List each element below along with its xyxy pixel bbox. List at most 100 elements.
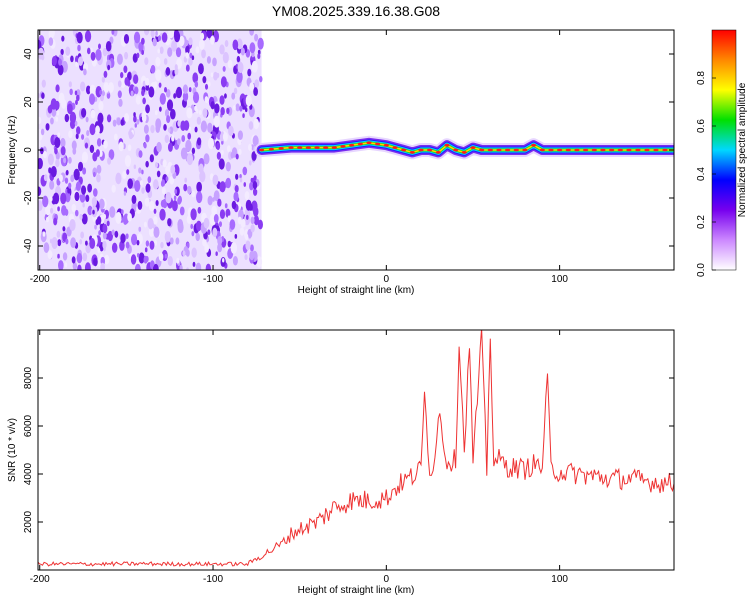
noise-speck [214,103,220,114]
noise-speck [98,101,104,111]
noise-speck [150,64,156,74]
noise-speck [200,120,208,133]
noise-speck [252,187,258,196]
noise-speck [194,126,198,133]
noise-speck [159,208,166,221]
spectrogram-y-ticks: -40 -20 0 20 40 [23,48,674,253]
noise-speck [213,71,218,81]
noise-speck [196,181,202,193]
noise-speck [163,58,168,65]
noise-speck [185,52,189,59]
noise-speck [60,137,66,148]
noise-speck [234,184,239,193]
noise-speck [57,206,60,212]
noise-speck [149,154,155,163]
noise-speck [116,117,121,126]
noise-speck [133,164,137,170]
noise-speck [97,112,104,125]
noise-speck [170,164,176,174]
noise-speck [175,237,180,245]
noise-speck [133,31,141,44]
noise-speck [154,110,158,116]
noise-speck [122,171,127,179]
noise-speck [250,244,254,252]
noise-speck [216,142,221,150]
noise-speck [121,209,124,215]
noise-speck [74,120,78,126]
noise-speck [158,106,162,112]
noise-speck [253,87,258,96]
noise-speck [72,147,77,155]
band-peak [453,148,459,152]
noise-speck [215,251,218,256]
noise-speck [164,134,170,144]
noise-speck [51,55,57,66]
noise-speck [219,181,226,193]
noise-speck [40,128,45,136]
x-tick-label: -200 [30,274,50,285]
noise-speck [233,191,239,202]
noise-speck [48,167,52,174]
band-peak [392,146,398,150]
noise-speck [245,199,252,211]
noise-speck [74,90,78,96]
noise-speck [38,186,42,197]
noise-speck [77,56,84,66]
band-peak [461,151,467,154]
noise-speck [111,229,115,236]
noise-speck [89,237,96,249]
snr-y-axis-label: SNR (10 * v/v) [7,418,18,482]
noise-speck [228,125,234,137]
band-peak [278,147,284,150]
noise-speck [219,95,225,105]
colorbar-tick-label: 0.0 [696,263,707,277]
noise-speck [253,215,260,226]
noise-speck [153,239,158,246]
band-peak [505,148,511,152]
noise-speck [75,181,81,192]
noise-speck [136,253,140,258]
noise-speck [217,235,223,246]
noise-speck [79,239,83,245]
noise-speck [207,229,211,236]
noise-speck [108,82,114,93]
noise-speck [235,173,239,180]
band-peak [357,142,363,146]
noise-speck [195,262,202,270]
noise-speck [81,151,88,163]
noise-speck [174,188,178,195]
noise-speck [225,161,231,172]
band-peak [574,148,580,152]
noise-speck [192,261,196,267]
noise-speck [201,49,206,59]
noise-speck [165,191,172,204]
noise-speck [95,149,100,157]
noise-speck [101,90,106,97]
noise-speck [75,61,79,68]
noise-speck [202,108,208,118]
x-tick-label: -200 [30,574,50,585]
noise-speck [224,40,229,48]
noise-speck [207,137,215,150]
noise-speck [67,103,73,115]
noise-speck [251,60,258,73]
noise-speck [86,47,91,55]
noise-speck [186,267,189,270]
noise-speck [186,153,194,166]
band-peak [487,148,493,152]
noise-speck [212,57,217,67]
noise-speck [216,151,221,160]
noise-speck [196,191,203,204]
noise-speck [210,101,215,110]
snr-x-axis-label: Height of straight line (km) [298,585,415,596]
noise-speck [215,115,220,122]
noise-speck [219,209,226,220]
noise-speck [74,209,79,217]
noise-speck [207,195,213,206]
noise-speck [177,197,182,205]
noise-speck [118,141,124,152]
noise-speck [166,115,171,124]
noise-speck [62,252,68,261]
band-peak [617,148,623,152]
noise-speck [86,130,90,137]
